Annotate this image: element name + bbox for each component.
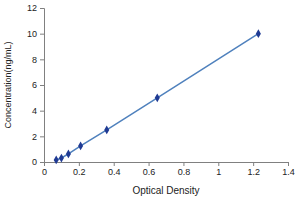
series (54, 29, 261, 164)
y-tick-mark (40, 162, 44, 163)
y-axis-line (40, 9, 45, 163)
marker (78, 142, 83, 151)
y-tick-label: 6 (32, 80, 37, 90)
y-tick: 6 (32, 80, 44, 90)
y-tick-label: 4 (32, 106, 37, 116)
y-tick: 8 (32, 55, 44, 65)
y-tick-mark (40, 85, 44, 86)
y-tick-mark (40, 136, 44, 137)
y-tick-mark (40, 111, 44, 112)
y-tick: 0 (32, 157, 44, 167)
y-tick-label: 2 (32, 132, 37, 142)
x-tick-mark (183, 162, 184, 166)
y-tick-label: 8 (32, 55, 37, 65)
x-tick: 1 (216, 162, 221, 177)
x-tick-label: 0.8 (178, 167, 191, 177)
x-tick: 0 (42, 162, 47, 177)
x-tick-label: 0 (42, 167, 47, 177)
x-tick-label: 0.6 (143, 167, 156, 177)
x-tick-label: 1 (216, 167, 221, 177)
x-tick: 0.2 (73, 162, 86, 177)
line (56, 34, 258, 160)
x-tick-mark (149, 162, 150, 166)
y-tick-mark (40, 59, 44, 60)
y-tick: 10 (27, 29, 44, 39)
y-tick-label: 10 (27, 29, 37, 39)
plot: 0 0.2 0.4 0.6 0.8 1 1.2 1.4 0 2 4 6 8 10 12 (27, 3, 295, 177)
x-axis: 0 0.2 0.4 0.6 0.8 1 1.2 1.4 (42, 162, 295, 177)
y-tick-label: 0 (32, 157, 37, 167)
y-tick: 2 (32, 132, 44, 142)
x-axis-line (45, 163, 289, 167)
x-tick-mark (253, 162, 254, 166)
x-tick-label: 0.4 (108, 167, 121, 177)
y-tick-label: 12 (27, 3, 37, 13)
x-tick: 0.6 (143, 162, 156, 177)
x-tick-mark (114, 162, 115, 166)
marker (155, 93, 160, 102)
x-tick: 0.4 (108, 162, 121, 177)
marker (104, 126, 109, 135)
x-tick-mark (79, 162, 80, 166)
y-tick: 12 (27, 3, 44, 13)
x-tick: 0.8 (178, 162, 191, 177)
marker (54, 156, 59, 165)
x-tick: 1.2 (247, 162, 260, 177)
marker (256, 29, 261, 38)
x-axis-title: Optical Density (132, 185, 199, 196)
x-tick-mark (218, 162, 219, 166)
y-tick-mark (40, 8, 44, 9)
marker (59, 154, 64, 163)
marker (66, 150, 71, 159)
y-tick: 4 (32, 106, 44, 116)
x-tick: 1.4 (282, 162, 295, 177)
x-tick-label: 0.2 (73, 167, 86, 177)
y-tick-mark (40, 34, 44, 35)
x-tick-label: 1.2 (247, 167, 260, 177)
chart: 0 0.2 0.4 0.6 0.8 1 1.2 1.4 0 2 4 6 8 10 12 Optical Den… (0, 0, 300, 200)
x-tick-mark (288, 162, 289, 166)
y-axis: 0 2 4 6 8 10 12 (27, 3, 45, 167)
y-axis-title: Concentration(ng/mL) (3, 41, 13, 128)
x-tick-label: 1.4 (282, 167, 295, 177)
